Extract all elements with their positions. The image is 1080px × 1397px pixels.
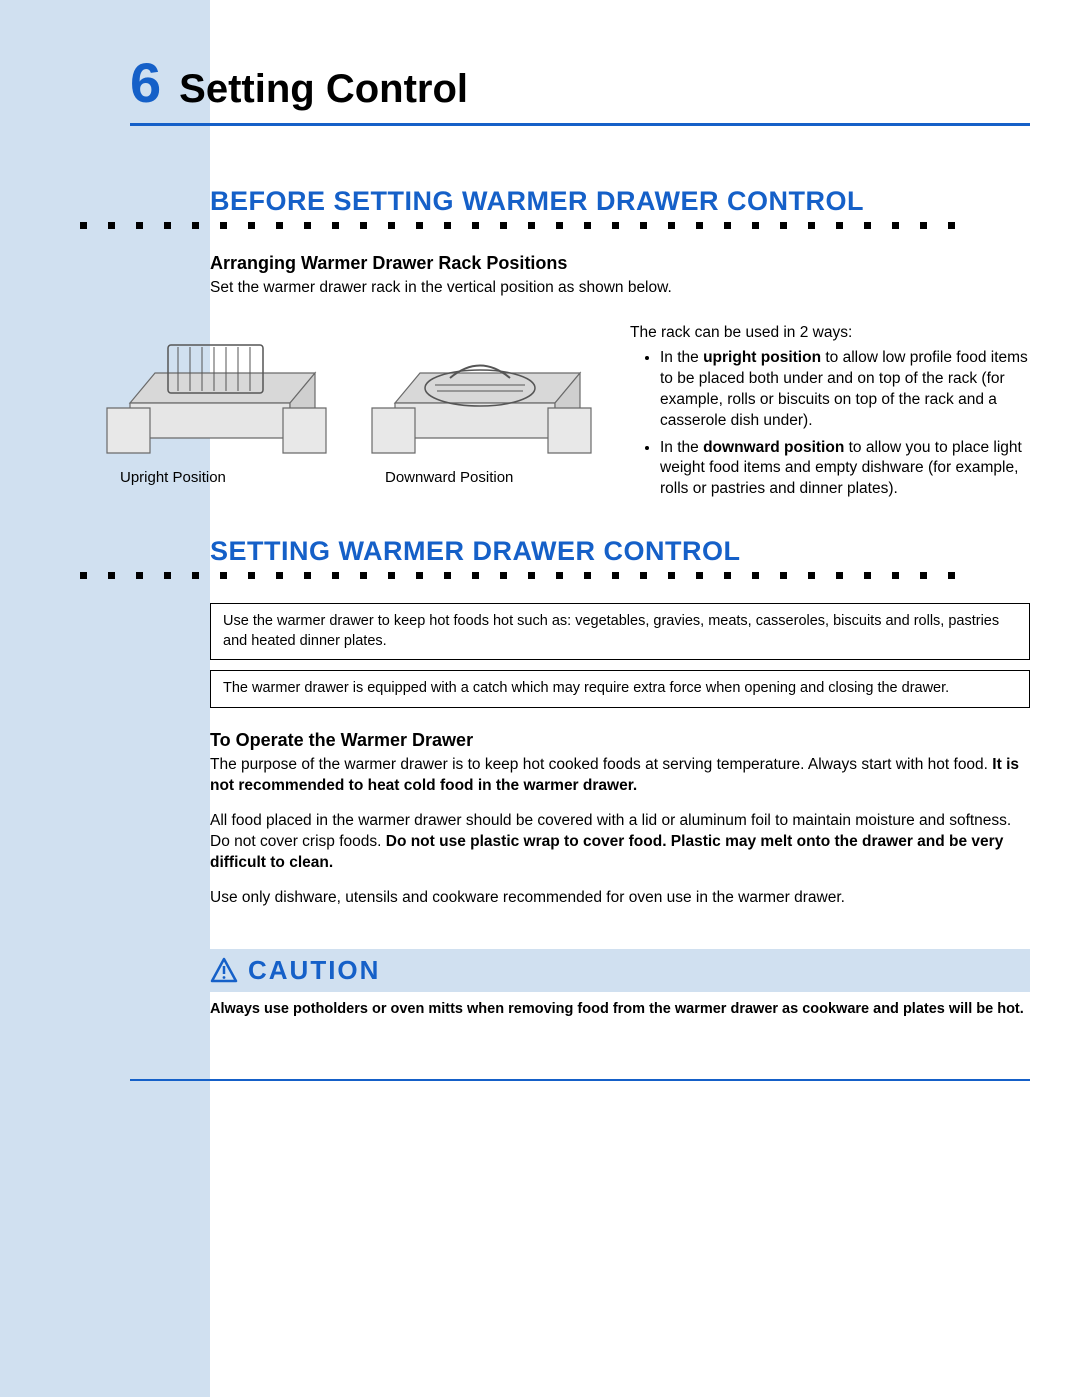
diagram-left-col: Upright Position xyxy=(100,313,335,506)
section1-subheading: Arranging Warmer Drawer Rack Positions xyxy=(210,253,1030,274)
section1-intro: Set the warmer drawer rack in the vertic… xyxy=(210,278,1030,299)
chapter-header: 6 Setting Control xyxy=(130,50,1030,115)
rack-bullet-1: In the upright position to allow low pro… xyxy=(660,348,1030,432)
section2-subheading: To Operate the Warmer Drawer xyxy=(210,730,1030,751)
section1-heading: BEFORE SETTING WARMER DRAWER CONTROL xyxy=(210,186,1030,217)
sidebar-band xyxy=(0,0,210,1397)
rack-intro-text: The rack can be used in 2 ways: xyxy=(630,323,1030,344)
operate-para-2: All food placed in the warmer drawer sho… xyxy=(210,811,1030,874)
page: 6 Setting Control BEFORE SETTING WARMER … xyxy=(0,0,1080,1397)
warning-triangle-icon xyxy=(210,957,238,983)
diagram-row: Upright Position xyxy=(100,313,1030,506)
operate-para-1: The purpose of the warmer drawer is to k… xyxy=(210,755,1030,797)
dots-svg xyxy=(70,219,1030,233)
dots-svg-2 xyxy=(70,569,1030,583)
diagram-upright xyxy=(100,313,335,463)
main-content: 6 Setting Control BEFORE SETTING WARMER … xyxy=(210,0,1080,1397)
info-box-1: Use the warmer drawer to keep hot foods … xyxy=(210,603,1030,660)
caption-upright: Upright Position xyxy=(120,469,335,486)
chapter-number: 6 xyxy=(130,50,161,115)
info-box-2: The warmer drawer is equipped with a cat… xyxy=(210,670,1030,708)
caution-banner: CAUTION xyxy=(200,949,1030,992)
section2-heading: SETTING WARMER DRAWER CONTROL xyxy=(210,536,1030,567)
caution-body: Always use potholders or oven mitts when… xyxy=(210,1000,1030,1020)
diagram-right-col: Downward Position xyxy=(365,313,600,506)
caution-label: CAUTION xyxy=(248,955,380,986)
diagram-downward xyxy=(365,313,600,463)
rack-bullet-2: In the downward position to allow you to… xyxy=(660,438,1030,501)
rack-usage-text: The rack can be used in 2 ways: In the u… xyxy=(630,313,1030,506)
dotted-divider-2 xyxy=(70,569,1030,583)
rack-usage-list: In the upright position to allow low pro… xyxy=(630,348,1030,500)
caption-downward: Downward Position xyxy=(385,469,600,486)
bottom-rule xyxy=(130,1079,1030,1081)
chapter-title: Setting Control xyxy=(179,67,468,112)
chapter-rule xyxy=(130,123,1030,126)
dotted-divider xyxy=(70,219,1030,233)
operate-para-3: Use only dishware, utensils and cookware… xyxy=(210,888,1030,909)
